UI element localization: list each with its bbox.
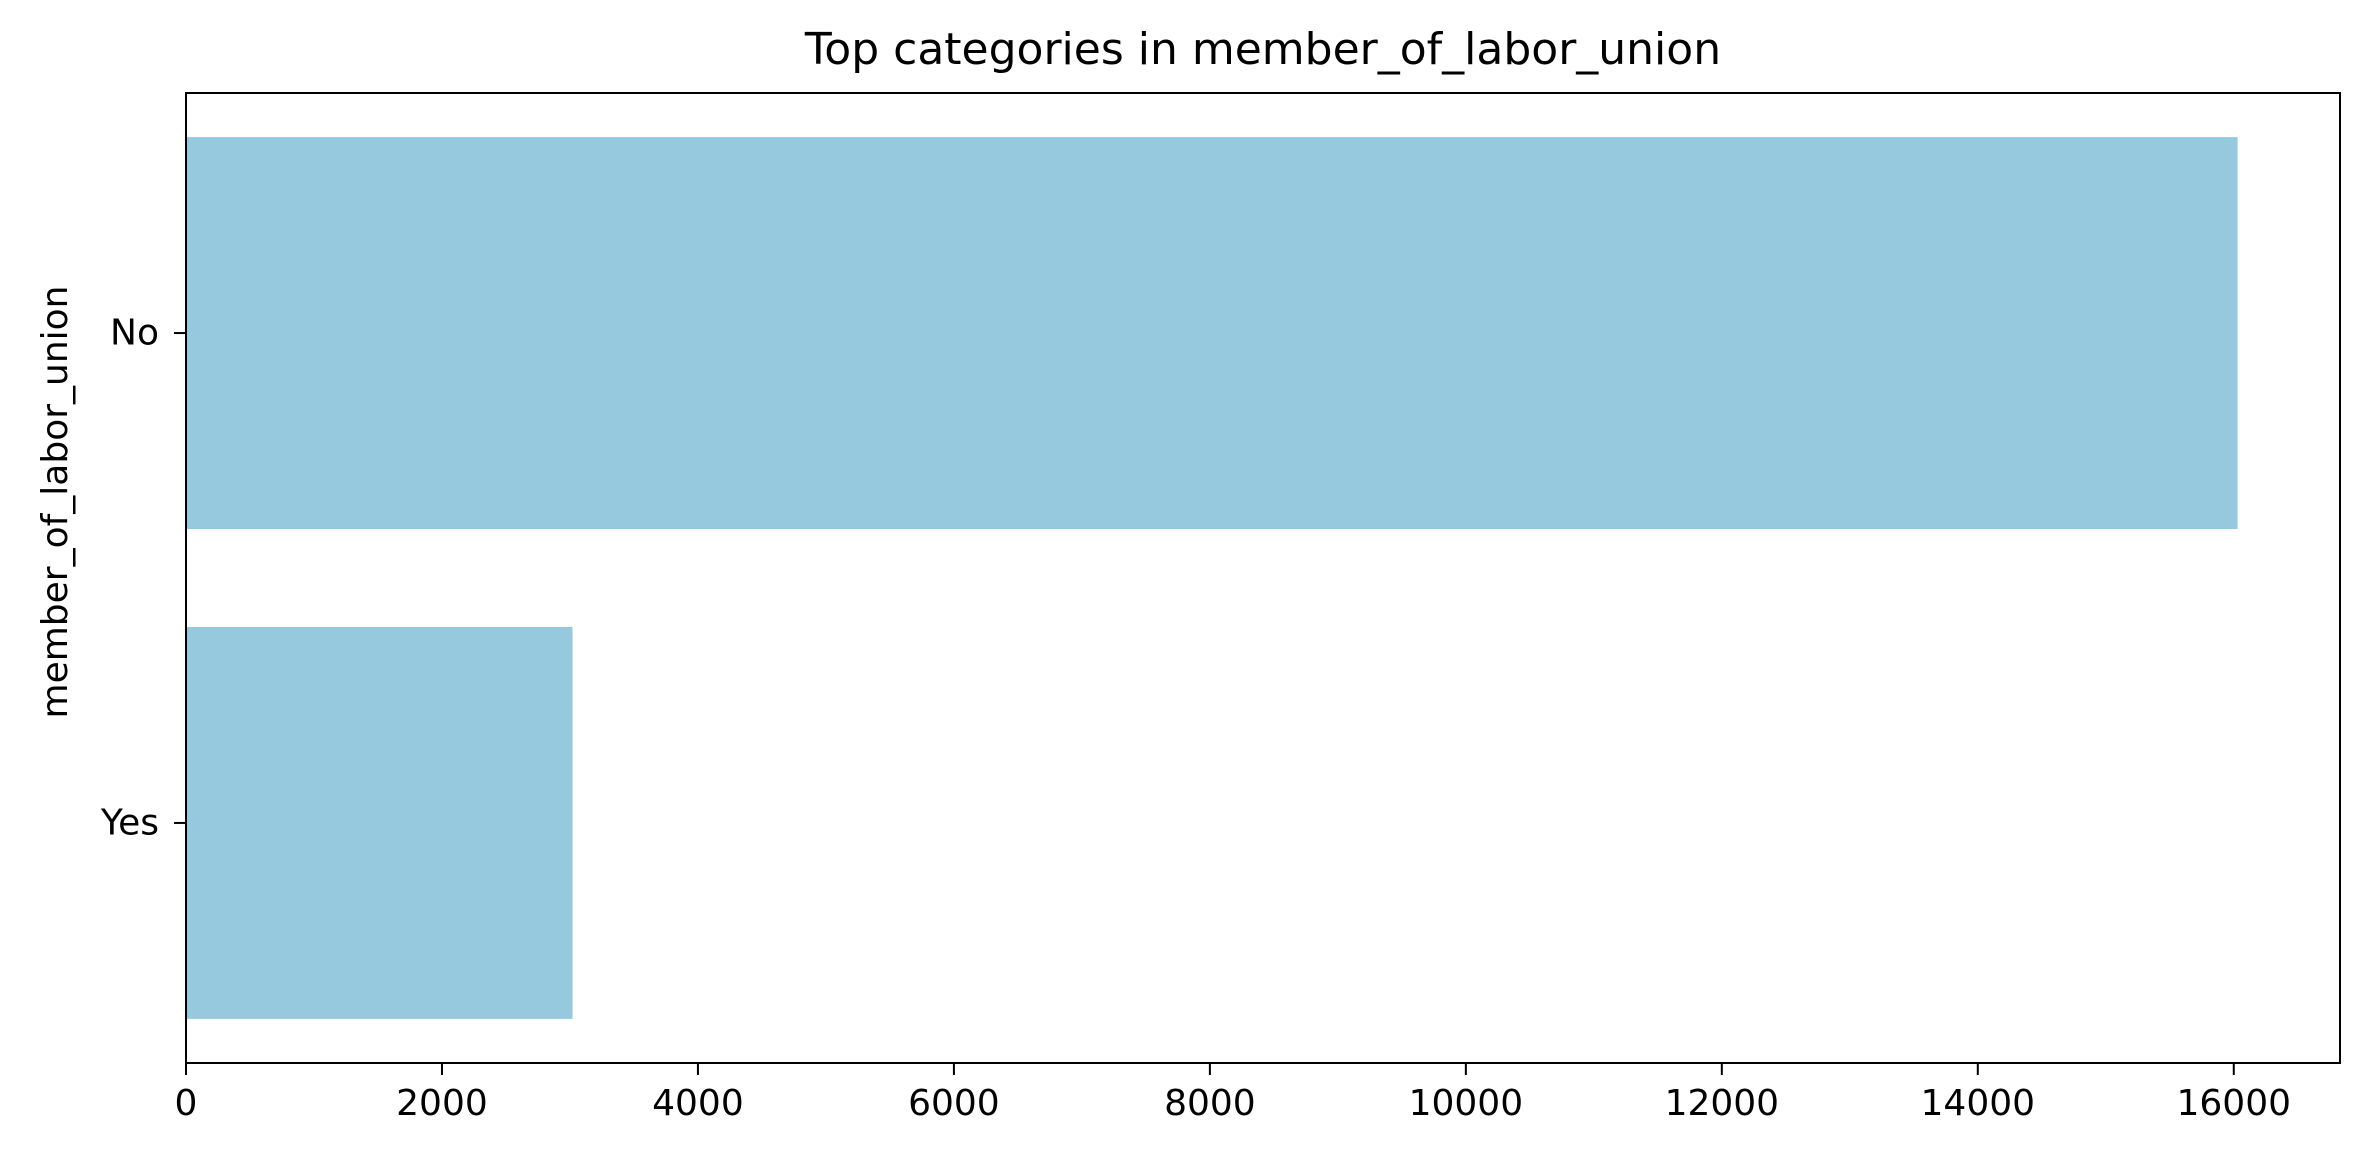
bar-yes bbox=[186, 626, 573, 1019]
bars-layer bbox=[186, 137, 2238, 1019]
bar-no bbox=[186, 137, 2238, 530]
x-tick-label-6000: 6000 bbox=[908, 1083, 1000, 1124]
x-tick-label-0: 0 bbox=[175, 1083, 198, 1124]
x-tick-label-2000: 2000 bbox=[396, 1083, 488, 1124]
x-tick-label-12000: 12000 bbox=[1665, 1083, 1780, 1124]
plot-frame bbox=[185, 92, 2341, 1064]
x-tick-label-8000: 8000 bbox=[1164, 1083, 1256, 1124]
x-tick-label-14000: 14000 bbox=[1921, 1083, 2036, 1124]
x-tick-label-4000: 4000 bbox=[652, 1083, 744, 1124]
y-tick-label-no: No bbox=[110, 313, 159, 354]
x-tick-label-10000: 10000 bbox=[1409, 1083, 1524, 1124]
ticks-layer: No Yes 0 2000 4000 6000 8000 10000 12000 14000 160… bbox=[100, 313, 2291, 1124]
y-tick-label-yes: Yes bbox=[100, 802, 159, 843]
chart-title: Top categories in member_of_labor_union bbox=[804, 24, 1721, 75]
y-axis-label: member_of_labor_union bbox=[35, 285, 76, 718]
x-tick-label-16000: 16000 bbox=[2177, 1083, 2292, 1124]
